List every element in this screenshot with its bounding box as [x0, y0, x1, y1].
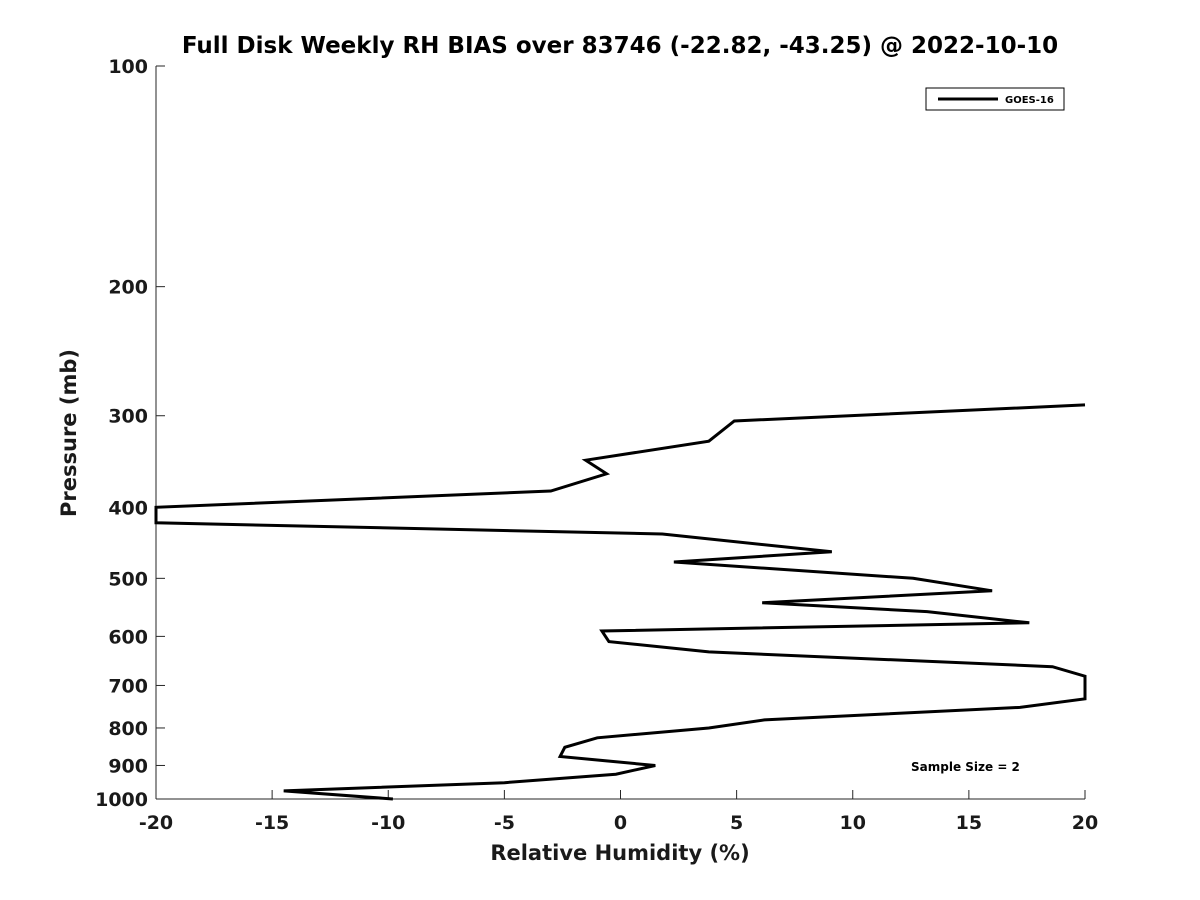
x-tick-label: 5: [730, 812, 743, 834]
x-axis-label: Relative Humidity (%): [490, 841, 749, 865]
sample-size-annotation: Sample Size = 2: [911, 760, 1020, 774]
y-tick-label: 900: [108, 755, 148, 777]
y-tick-label: 100: [108, 56, 148, 78]
x-tick-label: 10: [840, 812, 866, 834]
series-line-goes-16: [154, 403, 1087, 801]
chart-title: Full Disk Weekly RH BIAS over 83746 (-22…: [182, 33, 1058, 59]
x-axis-ticks: -20 -15 -10 -5 0 5 10 15 20: [139, 790, 1098, 834]
y-axis-label: Pressure (mb): [57, 349, 81, 517]
x-tick-label: -15: [255, 812, 289, 834]
y-tick-label: 300: [108, 406, 148, 428]
x-tick-label: -20: [139, 812, 173, 834]
y-tick-label: 1000: [95, 789, 148, 811]
legend: GOES-16: [925, 87, 1065, 111]
y-tick-label: 500: [108, 568, 148, 590]
y-tick-label: 200: [108, 277, 148, 299]
x-tick-label: 15: [956, 812, 982, 834]
x-tick-label: 20: [1072, 812, 1098, 834]
y-tick-label: 600: [108, 626, 148, 648]
x-tick-label: -10: [371, 812, 405, 834]
y-axis-ticks: 100 200 300 400 500 600 700 800 900 1000: [95, 56, 165, 811]
x-tick-label: -5: [494, 812, 515, 834]
series-layer: [154, 403, 1087, 801]
axes: [155, 66, 1085, 800]
y-tick-label: 400: [108, 497, 148, 519]
legend-label-goes-16: GOES-16: [1005, 95, 1054, 106]
y-tick-label: 700: [108, 675, 148, 697]
y-tick-label: 800: [108, 718, 148, 740]
x-tick-label: 0: [614, 812, 627, 834]
